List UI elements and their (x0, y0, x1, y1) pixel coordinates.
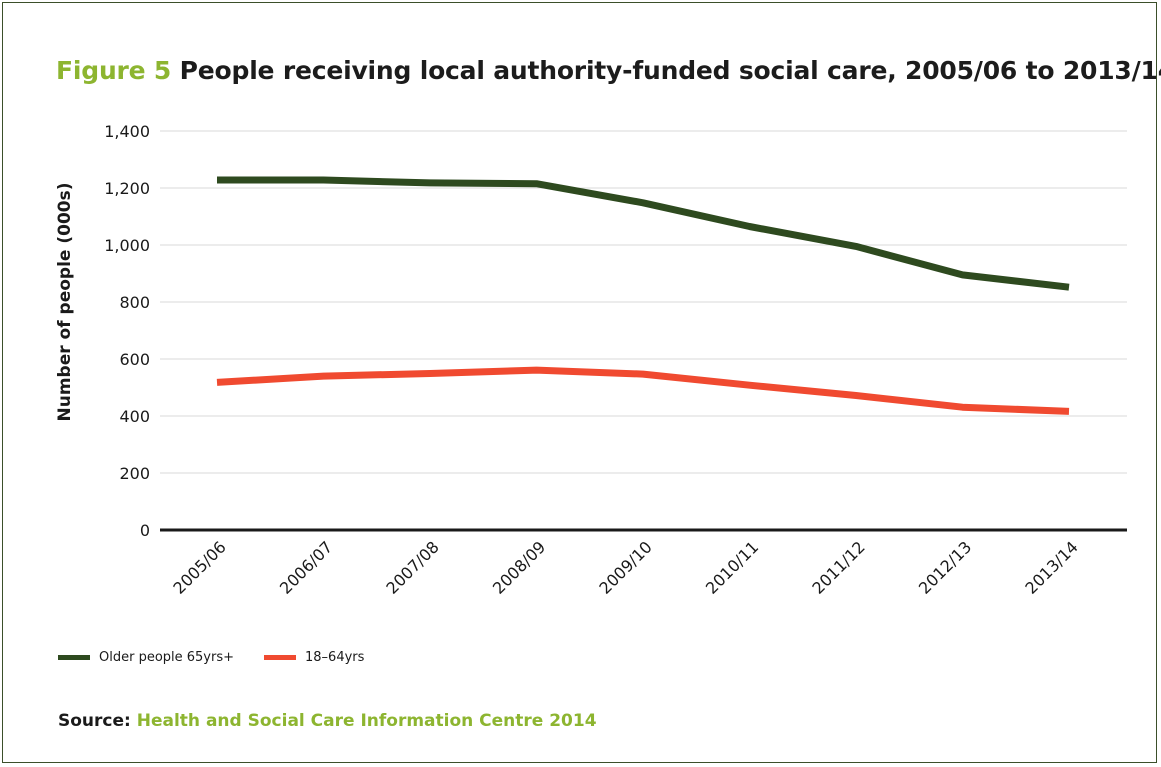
x-tick-label: 2012/13 (915, 537, 975, 597)
series-line-older-people (217, 176, 1070, 291)
legend-label-older: Older people 65yrs+ (99, 650, 235, 665)
figure-title: Figure 5 People receiving local authorit… (56, 56, 1161, 85)
x-tick-label: 2006/07 (276, 537, 336, 597)
x-tick-label: 2010/11 (702, 537, 762, 597)
legend: Older people 65yrs+ 18–64yrs (58, 650, 394, 665)
y-tick-label: 800 (119, 293, 150, 312)
x-tick-label: 2009/10 (595, 537, 655, 597)
source-label: Source: (58, 711, 131, 731)
y-axis-ticks: 0 200 400 600 800 1,000 1,200 1,400 (104, 122, 150, 540)
series-line-18-64 (216, 366, 1070, 415)
x-tick-label: 2007/08 (382, 537, 442, 597)
y-tick-label: 1,400 (104, 122, 150, 141)
legend-item-young: 18–64yrs (264, 650, 364, 665)
source-note: Source: Health and Social Care Informati… (58, 711, 597, 731)
y-tick-label: 600 (119, 350, 150, 369)
y-tick-label: 0 (140, 521, 150, 540)
x-tick-label: 2005/06 (169, 537, 229, 597)
series-lines (216, 176, 1070, 415)
line-chart: 0 200 400 600 800 1,000 1,200 1,400 Number of p… (55, 122, 1127, 598)
legend-label-young: 18–64yrs (305, 650, 365, 665)
x-tick-label: 2013/14 (1021, 537, 1081, 597)
legend-swatch-young (264, 655, 297, 660)
legend-item-older: Older people 65yrs+ (58, 650, 234, 665)
y-tick-label: 1,000 (104, 236, 150, 255)
figure-label: Figure 5 (56, 56, 172, 85)
y-tick-label: 200 (119, 464, 150, 483)
y-tick-label: 1,200 (104, 179, 150, 198)
gridlines (160, 130, 1127, 474)
x-tick-label: 2011/12 (808, 537, 868, 597)
y-axis-label: Number of people (000s) (55, 182, 75, 421)
figure-title-text: People receiving local authority-funded … (179, 56, 1161, 85)
x-axis-ticks: 2005/06 2006/07 2007/08 2008/09 2009/10 2010/… (169, 537, 1081, 597)
source-text: Health and Social Care Information Centr… (136, 711, 597, 731)
legend-swatch-older (58, 655, 90, 660)
y-tick-label: 400 (119, 407, 150, 426)
x-tick-label: 2008/09 (489, 537, 549, 597)
